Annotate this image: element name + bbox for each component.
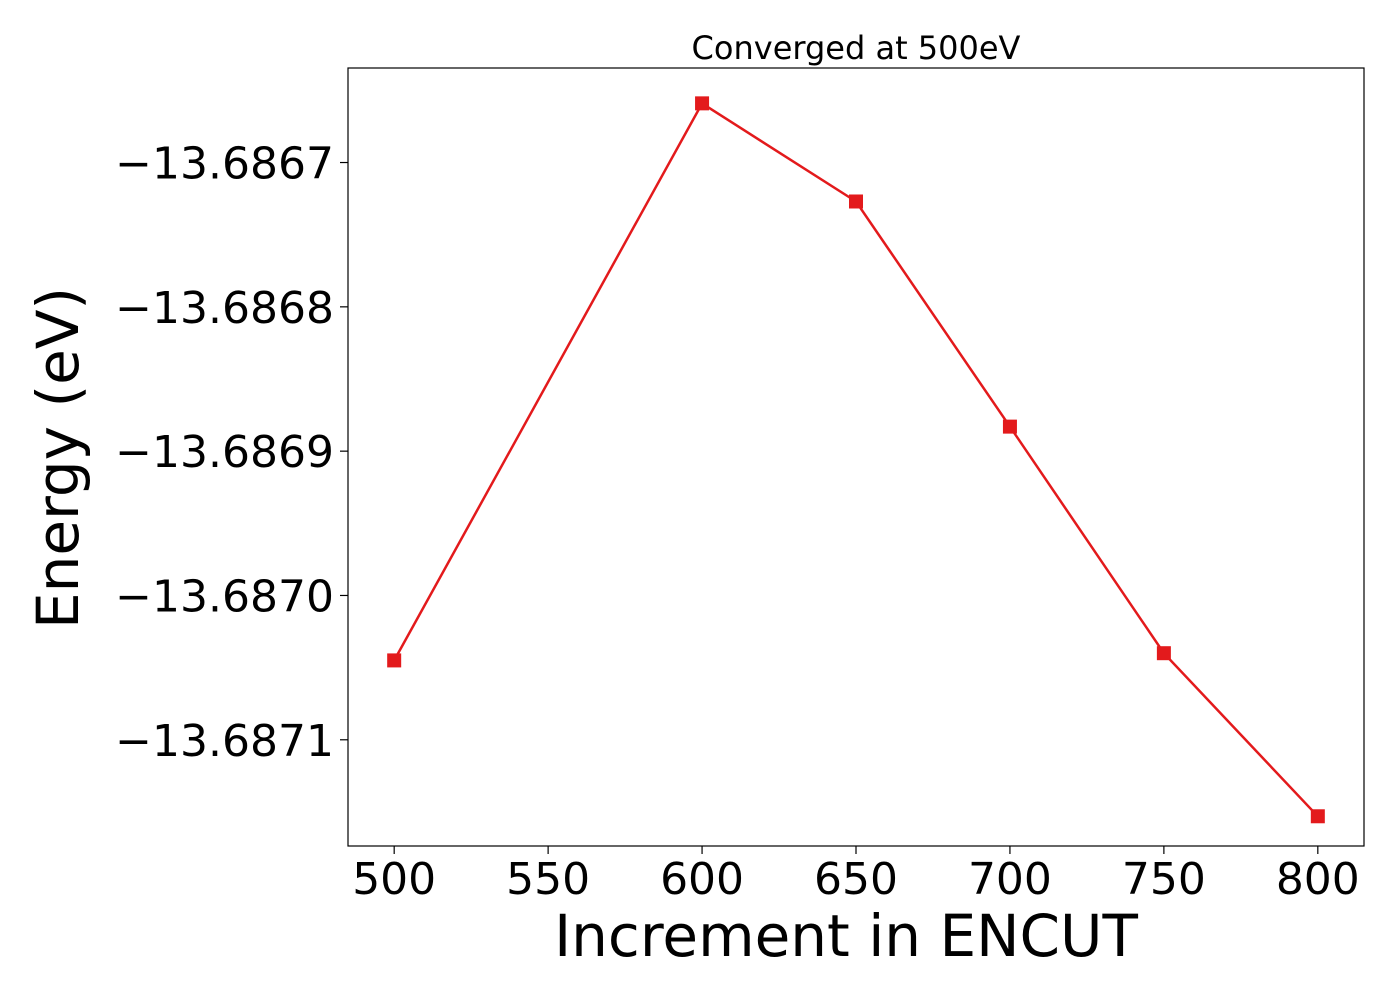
x-axis-label: Increment in ENCUT (554, 902, 1138, 970)
data-point (849, 194, 863, 209)
x-tick-label: 550 (506, 854, 590, 905)
y-tick-label: −13.6869 (115, 427, 334, 478)
chart-title: Converged at 500eV (692, 29, 1021, 67)
data-point (387, 653, 402, 668)
series-line (393, 101, 1319, 818)
plot-area: 500 550 600 650 700 750 800 −13.6867 −13.6868 −13… (115, 67, 1365, 905)
data-point (1310, 809, 1325, 824)
data-point (695, 96, 710, 111)
x-tick-label: 650 (814, 854, 898, 905)
x-tick-label: 750 (1122, 854, 1206, 905)
data-point (1156, 646, 1171, 661)
y-tick-label: −13.6870 (115, 571, 334, 622)
y-tick-label: −13.6871 (115, 716, 334, 767)
plot-frame (347, 67, 1365, 847)
data-point (1002, 419, 1017, 434)
y-tick-label: −13.6868 (115, 283, 334, 334)
x-tick-label: 600 (660, 854, 744, 905)
x-tick-label: 800 (1276, 854, 1360, 905)
y-tick-label: −13.6867 (115, 139, 334, 190)
x-tick-label: 700 (968, 854, 1052, 905)
x-tick-label: 500 (352, 854, 436, 905)
y-axis-label: Energy (eV) (24, 287, 92, 629)
